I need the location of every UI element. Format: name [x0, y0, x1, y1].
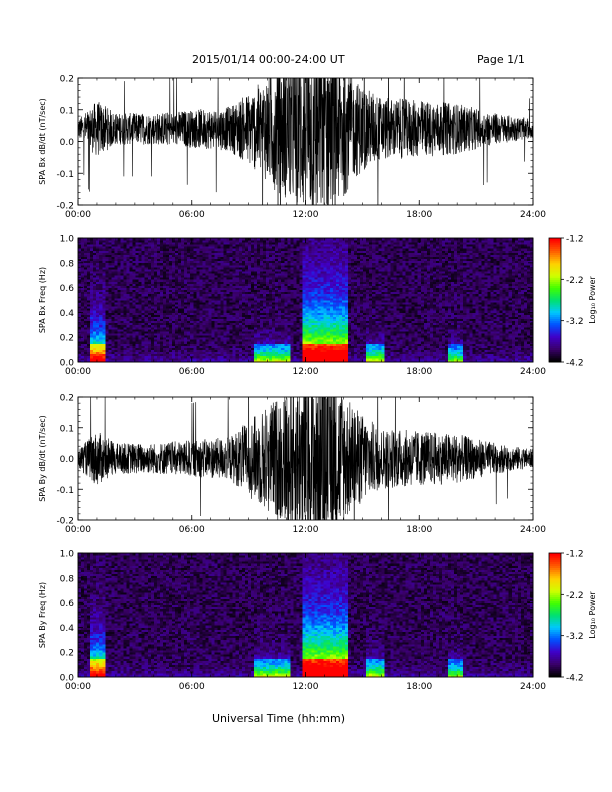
y-tick-label: -0.1 [56, 170, 74, 180]
x-tick-label: 18:00 [406, 682, 432, 692]
heatmap-cells-4 [78, 553, 534, 678]
panel-4: -1.2 -2.2 -3.2 -4.2 Log₁₀ Power 1.0 0.8 0.6 0.4 0… [38, 550, 597, 693]
x-tick-label: 06:00 [179, 210, 205, 220]
y-tick-label: 0.4 [60, 309, 75, 319]
y-tick-label: 0.8 [60, 574, 75, 584]
x-tick-label: 06:00 [179, 525, 205, 535]
colorbar-label: Log₁₀ Power [588, 276, 597, 324]
y-tick-label: 0.2 [60, 334, 74, 344]
y-tick-label: -0.2 [56, 202, 74, 212]
y-tick-label: 0.2 [60, 75, 74, 85]
y-axis-label: SPA Bx dB/dt (nT/sec) [38, 98, 47, 185]
y-tick-label: 0.1 [60, 106, 74, 116]
x-tick-label: 00:00 [65, 682, 91, 692]
colorbar-tick-label: -1.2 [566, 550, 584, 560]
y-tick-label: 1.0 [60, 550, 75, 560]
x-tick-label: 18:00 [406, 525, 432, 535]
colorbar-tick-label: -4.2 [566, 674, 584, 684]
panel-1: 0.2 0.1 0.0 -0.1 -0.200:00 06:00 12:00 18:00 24:… [38, 75, 546, 221]
panel-3: 0.2 0.1 0.0 -0.1 -0.200:00 06:00 12:00 18:00 24:… [38, 394, 546, 536]
y-tick-label: 0.4 [60, 624, 75, 634]
x-tick-label: 06:00 [179, 682, 205, 692]
x-axis-title: Universal Time (hh:mm) [212, 712, 345, 725]
x-tick-label: 12:00 [293, 682, 319, 692]
x-tick-label: 12:00 [293, 210, 319, 220]
x-tick-label: 24:00 [520, 367, 546, 377]
colorbar-2: -1.2 -2.2 -3.2 -4.2 Log₁₀ Power [548, 235, 597, 369]
x-tick-label: 00:00 [65, 525, 91, 535]
x-tick-label: 24:00 [520, 682, 546, 692]
x-tick-label: 18:00 [406, 367, 432, 377]
y-tick-label: 0.0 [60, 138, 75, 148]
y-tick-label: 0.6 [60, 599, 75, 609]
x-tick-label: 00:00 [65, 210, 91, 220]
y-axis-label: SPA By dB/dt (nT/sec) [38, 415, 47, 502]
y-tick-label: 0.1 [60, 424, 74, 434]
colorbar-tick-label: -2.2 [566, 276, 584, 286]
y-tick-label: 0.0 [60, 674, 75, 684]
y-tick-label: 0.0 [60, 359, 75, 369]
y-tick-label: 0.8 [60, 259, 75, 269]
panel-2: -1.2 -2.2 -3.2 -4.2 Log₁₀ Power 1.0 0.8 0.6 0.4 0… [38, 235, 597, 378]
x-tick-label: 06:00 [179, 367, 205, 377]
page-number: Page 1/1 [477, 53, 525, 66]
colorbar-4: -1.2 -2.2 -3.2 -4.2 Log₁₀ Power [548, 550, 597, 684]
y-axis-label: SPA By Freq (Hz) [38, 582, 47, 648]
x-tick-label: 12:00 [293, 367, 319, 377]
y-axis-label: SPA Bx Freq (Hz) [38, 267, 47, 333]
y-tick-label: 0.2 [60, 649, 74, 659]
colorbar-tick-label: -2.2 [566, 591, 584, 601]
colorbar-label: Log₁₀ Power [588, 591, 597, 639]
y-tick-label: 0.2 [60, 394, 74, 404]
x-tick-label: 12:00 [293, 525, 319, 535]
colorbar-tick-label: -4.2 [566, 359, 584, 369]
y-tick-label: 0.0 [60, 455, 75, 465]
x-tick-label: 00:00 [65, 367, 91, 377]
colorbar-tick-label: -1.2 [566, 235, 584, 245]
x-tick-label: 18:00 [406, 210, 432, 220]
x-tick-label: 24:00 [520, 210, 546, 220]
y-tick-label: -0.1 [56, 486, 74, 496]
y-tick-label: 1.0 [60, 235, 75, 245]
colorbar-tick-label: -3.2 [566, 632, 584, 642]
x-tick-label: 24:00 [520, 525, 546, 535]
page-header-date: 2015/01/14 00:00-24:00 UT [192, 53, 345, 66]
heatmap-cells-2 [78, 238, 534, 363]
colorbar-tick-label: -3.2 [566, 317, 584, 327]
y-tick-label: -0.2 [56, 517, 74, 527]
y-tick-label: 0.6 [60, 284, 75, 294]
